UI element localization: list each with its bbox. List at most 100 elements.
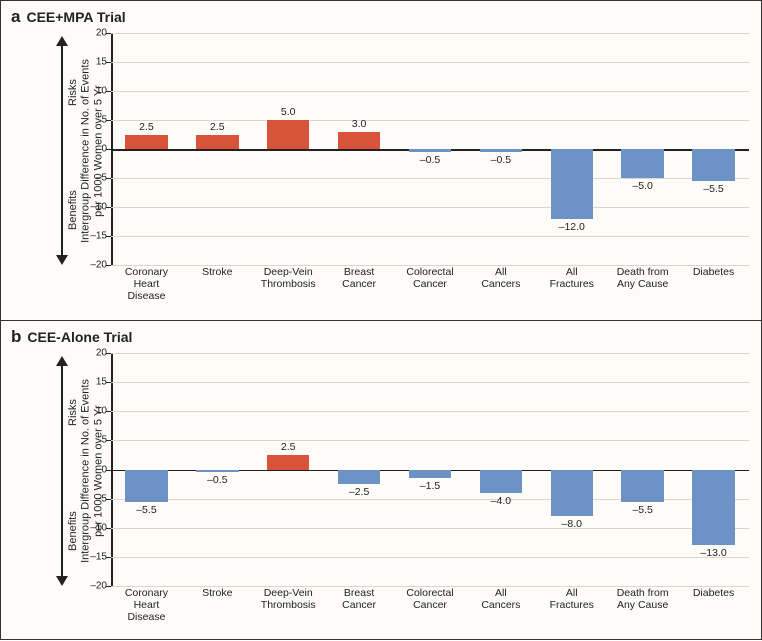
bar-value-label: –5.5 [607, 504, 678, 516]
ytick-label: 20 [83, 348, 107, 359]
bar [692, 149, 735, 181]
bar-slot: 2.5 [182, 33, 253, 265]
bar-value-label: –5.5 [678, 183, 749, 195]
bar-value-label: 2.5 [182, 121, 253, 133]
ytick-label: –5 [83, 493, 107, 504]
bar-slot: 3.0 [324, 33, 395, 265]
bar [267, 455, 310, 470]
ytick-label: 5 [83, 435, 107, 446]
ytick-label: –10 [83, 522, 107, 533]
ytick-label: 10 [83, 406, 107, 417]
risks-benefits-arrow-b: Risks Benefits [51, 356, 85, 586]
xtick-label: Diabetes [678, 587, 750, 599]
bar-slot: –5.5 [607, 353, 678, 586]
plot-area-b: –20–15–10–505101520–5.5–0.52.5–2.5–1.5–4… [111, 353, 749, 586]
ytick-label: –20 [83, 260, 107, 271]
yaxis-group-b: Intergroup Difference in No. of Eventspe… [9, 356, 87, 586]
xtick-label: AllCancers [465, 266, 537, 290]
bar [621, 149, 664, 178]
bar-slot: –13.0 [678, 353, 749, 586]
ytick-label: 15 [83, 57, 107, 68]
arrow-down-icon [56, 576, 68, 586]
bar-value-label: 2.5 [253, 441, 324, 453]
arrow-line [61, 364, 63, 578]
bar-value-label: –13.0 [678, 547, 749, 559]
bar-slot: –0.5 [465, 33, 536, 265]
bar [125, 470, 168, 502]
xtick-label: CoronaryHeartDisease [110, 587, 182, 623]
bar [196, 135, 239, 150]
bar-slot: –1.5 [395, 353, 466, 586]
bar [125, 135, 168, 150]
bar-value-label: –4.0 [465, 495, 536, 507]
bar [338, 470, 381, 485]
bar-slot: 2.5 [111, 33, 182, 265]
xtick-label: AllCancers [465, 587, 537, 611]
risks-benefits-arrow-a: Risks Benefits [51, 36, 85, 265]
ytick-label: –5 [83, 173, 107, 184]
xtick-label: ColorectalCancer [394, 587, 466, 611]
arrow-down-icon [56, 255, 68, 265]
bar-slot: –0.5 [182, 353, 253, 586]
bar [409, 149, 452, 152]
bar-slot: 2.5 [253, 353, 324, 586]
benefits-label-b: Benefits [67, 511, 79, 551]
bar-value-label: –0.5 [182, 474, 253, 486]
yaxis-group-a: Intergroup Difference in No. of Eventspe… [9, 36, 87, 265]
ytick-label: –20 [83, 581, 107, 592]
ytick-label: –15 [83, 231, 107, 242]
bar-slot: –2.5 [324, 353, 395, 586]
risks-label-b: Risks [67, 400, 79, 427]
xtick-label: Deep-VeinThrombosis [252, 266, 324, 290]
bar-slot: –12.0 [536, 33, 607, 265]
panel-a-title: CEE+MPA Trial [26, 9, 125, 25]
xtick-label: Death fromAny Cause [607, 266, 679, 290]
ytick-label: 5 [83, 115, 107, 126]
xtick-label: Stroke [181, 266, 253, 278]
bar-value-label: –12.0 [536, 221, 607, 233]
bar-value-label: –2.5 [324, 486, 395, 498]
bar [621, 470, 664, 502]
arrow-line [61, 44, 63, 257]
xtick-label: CoronaryHeartDisease [110, 266, 182, 302]
panel-b-label: bCEE-Alone Trial [11, 327, 132, 347]
plot-area-a: –20–15–10–5051015202.52.55.03.0–0.5–0.5–… [111, 33, 749, 265]
bar-value-label: 2.5 [111, 121, 182, 133]
bar [409, 470, 452, 479]
xtick-label: Deep-VeinThrombosis [252, 587, 324, 611]
ytick-label: –15 [83, 551, 107, 562]
xtick-label: BreastCancer [323, 266, 395, 290]
bar-slot: –5.5 [111, 353, 182, 586]
bar-value-label: –1.5 [395, 480, 466, 492]
bar-slot: –5.5 [678, 33, 749, 265]
panel-b-letter: b [11, 327, 21, 346]
xtick-label: Death fromAny Cause [607, 587, 679, 611]
bar-value-label: 3.0 [324, 118, 395, 130]
bar [692, 470, 735, 546]
ytick-label: 15 [83, 377, 107, 388]
xtick-label: Diabetes [678, 266, 750, 278]
xtick-label: ColorectalCancer [394, 266, 466, 290]
bar-value-label: 5.0 [253, 106, 324, 118]
bar-slot: –8.0 [536, 353, 607, 586]
panel-b: bCEE-Alone Trial Intergroup Difference i… [1, 321, 761, 641]
bar-value-label: –5.5 [111, 504, 182, 516]
ytick-label: 0 [83, 144, 107, 155]
bar-slot: –4.0 [465, 353, 536, 586]
bar-slot: –5.0 [607, 33, 678, 265]
ytick-label: 20 [83, 28, 107, 39]
panel-a-letter: a [11, 7, 20, 26]
bar [267, 120, 310, 149]
bar-value-label: –0.5 [465, 154, 536, 166]
bar [196, 470, 239, 473]
ytick-label: –10 [83, 202, 107, 213]
bar-slot: –0.5 [395, 33, 466, 265]
xtick-label: Stroke [181, 587, 253, 599]
bar [338, 132, 381, 149]
xtick-label: AllFractures [536, 587, 608, 611]
bar-value-label: –8.0 [536, 518, 607, 530]
bar [551, 470, 594, 517]
risks-label-a: Risks [67, 79, 79, 106]
figure-container: a CEE+MPA Trial Intergroup Difference in … [0, 0, 762, 640]
xticks-b: CoronaryHeartDiseaseStrokeDeep-VeinThrom… [111, 587, 749, 637]
